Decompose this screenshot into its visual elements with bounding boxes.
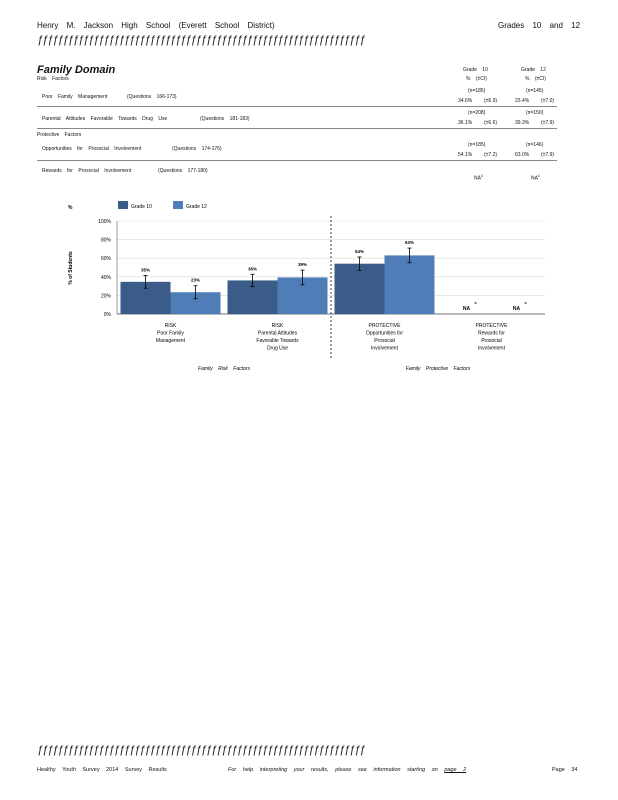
footer-page-number: Page 34 xyxy=(552,767,578,773)
row-n12: (n=146) xyxy=(526,142,544,148)
bar-value-label: 35% xyxy=(141,267,150,272)
row-ci10: (±6.9) xyxy=(484,98,498,104)
row-pct12: 39.3% xyxy=(515,120,530,126)
y-unit-marker: % xyxy=(68,205,73,211)
x-category-label: Favorable Towards xyxy=(256,338,299,344)
domain-title: Family Domain xyxy=(37,64,116,76)
row-label: Rewards for Prosocial Involvement xyxy=(42,168,132,174)
x-category-label: PROTECTIVE xyxy=(476,323,509,329)
legend-swatch xyxy=(173,201,183,209)
legend-label: Grade 10 xyxy=(131,204,152,210)
row-na10: NAc xyxy=(474,173,484,182)
footer-rule: ƒƒƒƒƒƒƒƒƒƒƒƒƒƒƒƒƒƒƒƒƒƒƒƒƒƒƒƒƒƒƒƒƒƒƒƒƒƒƒƒ… xyxy=(37,744,366,756)
y-axis-label: % of Students xyxy=(68,251,74,285)
x-category-label: RISK xyxy=(165,323,177,329)
row-ci12: (±7.9) xyxy=(541,152,555,158)
row-n10: (n=185) xyxy=(468,142,486,148)
row-pct10: 54.1% xyxy=(458,152,473,158)
bar-na-label: NA xyxy=(513,306,521,312)
bar-value-label: 39% xyxy=(298,262,307,267)
row-na12: NAc xyxy=(531,173,541,182)
bar-na-superscript: c xyxy=(525,300,528,305)
bar-na-label: NA xyxy=(463,306,471,312)
bar xyxy=(170,292,221,314)
page-2-link[interactable]: page 2 xyxy=(444,767,467,773)
x-category-label: Management xyxy=(156,338,186,344)
col-grade10: Grade 10 xyxy=(463,67,488,73)
bar-na-superscript: c xyxy=(475,300,478,305)
bar-value-label: 54% xyxy=(355,249,364,254)
bar xyxy=(384,255,435,314)
row-divider xyxy=(37,106,557,107)
footer-help: For help interpreting your results, plea… xyxy=(228,767,467,773)
y-tick-label: 20% xyxy=(101,293,112,299)
row-divider xyxy=(37,128,557,129)
x-category-label: Prosocial xyxy=(481,338,502,344)
x-category-label: Prosocial xyxy=(374,338,395,344)
footer-left: Healthy Youth Survey 2014 Survey Results xyxy=(37,767,167,773)
y-tick-label: 80% xyxy=(101,238,112,244)
group-label-protective: Family Protective Factors xyxy=(406,366,471,372)
x-category-label: Opportunities for xyxy=(366,331,403,337)
x-category-label: Involvement xyxy=(478,346,506,352)
col-grade10-subhead: % (±CI) xyxy=(466,76,487,82)
legend-label: Grade 12 xyxy=(186,204,207,210)
row-label: Opportunities for Prosocial Involvement xyxy=(42,146,142,152)
row-questions: (Questions 177-180) xyxy=(158,168,208,174)
row-pct10: 34.6% xyxy=(458,98,473,104)
legend-swatch xyxy=(118,201,128,209)
col-grade12: Grade 12 xyxy=(521,67,546,73)
row-n10: (n=185) xyxy=(468,88,486,94)
row-label: Parental Attitudes Favorable Towards Dru… xyxy=(42,116,168,122)
x-category-label: PROTECTIVE xyxy=(369,323,402,329)
x-category-label: Poor Family xyxy=(157,331,184,337)
bar-value-label: 23% xyxy=(191,278,200,283)
bar-value-label: 36% xyxy=(248,266,257,271)
row-n12: (n=150) xyxy=(526,110,544,116)
row-questions: (Questions 174-176) xyxy=(172,146,222,152)
row-n10: (n=208) xyxy=(468,110,486,116)
group-label-risk: Family Risk Factors xyxy=(198,366,250,372)
y-tick-label: 100% xyxy=(98,219,111,225)
x-category-label: Parental Attitudes xyxy=(258,331,298,337)
bar-value-label: 63% xyxy=(405,240,414,245)
y-tick-label: 0% xyxy=(104,312,112,318)
row-ci10: (±6.6) xyxy=(484,120,498,126)
x-category-label: Rewards for xyxy=(478,331,505,337)
col-grade12-subhead: % (±CI) xyxy=(525,76,546,82)
x-category-label: Involvement xyxy=(371,346,399,352)
row-label: Poor Family Management xyxy=(42,94,108,100)
y-tick-label: 60% xyxy=(101,256,112,262)
grades-header: Grades 10 and 12 xyxy=(498,21,581,30)
row-ci12: (±7.9) xyxy=(541,120,555,126)
header-rule: ƒƒƒƒƒƒƒƒƒƒƒƒƒƒƒƒƒƒƒƒƒƒƒƒƒƒƒƒƒƒƒƒƒƒƒƒƒƒƒƒ… xyxy=(37,34,366,46)
protective-factors-heading: Protective Factors xyxy=(37,132,82,138)
x-category-label: Drug Use xyxy=(267,346,288,352)
x-category-label: RISK xyxy=(272,323,284,329)
row-questions: (Questions 181-183) xyxy=(200,116,250,122)
row-questions: (Questions 166-173) xyxy=(127,94,177,100)
row-pct12: 63.0% xyxy=(515,152,530,158)
row-pct12: 23.4% xyxy=(515,98,530,104)
school-header: Henry M. Jackson High School (Everett Sc… xyxy=(37,21,275,30)
row-divider xyxy=(37,160,557,161)
y-tick-label: 40% xyxy=(101,275,112,281)
row-ci12: (±7.0) xyxy=(541,98,555,104)
bar xyxy=(334,263,385,314)
row-pct10: 36.1% xyxy=(458,120,473,126)
risk-factors-heading: Risk Factors xyxy=(37,76,69,82)
row-ci10: (±7.2) xyxy=(484,152,498,158)
row-n12: (n=145) xyxy=(526,88,544,94)
